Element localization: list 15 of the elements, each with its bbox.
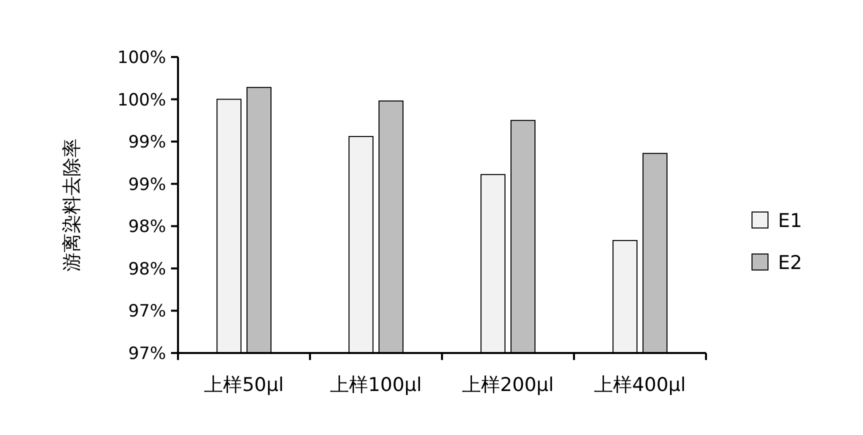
y-tick-label: 99% (128, 132, 166, 153)
y-tick-label: 100% (117, 90, 166, 110)
legend-label: E2 (778, 252, 802, 274)
y-axis-title: 游离染料去除率 (61, 138, 83, 272)
x-tick-label: 上样400μl (594, 374, 686, 396)
x-tick-label: 上样50μl (204, 374, 284, 396)
x-tick-label: 上样200μl (462, 374, 554, 396)
x-tick-label: 上样100μl (330, 374, 422, 396)
y-tick-label: 100% (117, 48, 166, 68)
y-tick-label: 99% (128, 174, 166, 195)
y-tick-label: 97% (128, 302, 166, 322)
legend-label: E1 (778, 210, 802, 232)
y-tick-label: 97% (128, 344, 166, 364)
y-tick-label: 98% (128, 217, 166, 238)
y-tick-label: 98% (128, 259, 166, 280)
